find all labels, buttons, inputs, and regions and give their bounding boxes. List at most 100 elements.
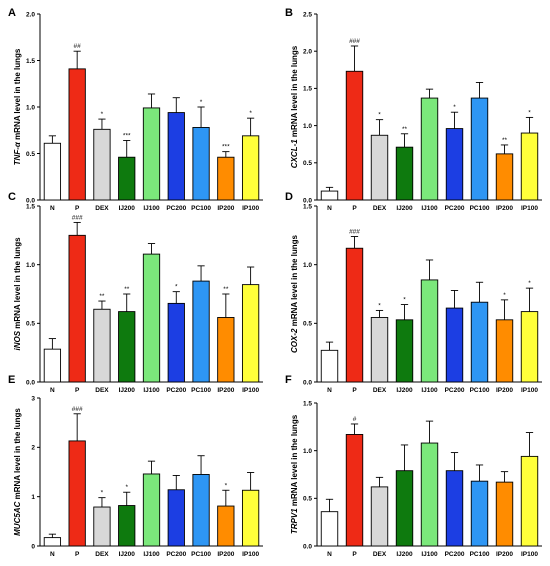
y-axis-label-gene: TNF-α <box>13 141 22 165</box>
bar-ip200 <box>218 506 234 546</box>
bar-p <box>69 235 85 382</box>
significance-label: ** <box>124 286 130 293</box>
bar-pc100 <box>193 281 209 382</box>
panel-letter: E <box>8 374 15 386</box>
x-tick-label: P <box>352 387 357 394</box>
bar-ip100 <box>242 490 258 546</box>
y-tick-label: 1.5 <box>303 400 312 407</box>
x-tick-label: IP100 <box>242 551 259 558</box>
chart-panel-a: A TNF-α mRNA level in the lungs 0.0 0.5 1.0 1… <box>8 7 263 212</box>
y-axis-label: TNF-α mRNA level in the lungs <box>13 48 22 165</box>
x-tick-label: IJ100 <box>143 205 160 212</box>
bar-n <box>321 350 338 382</box>
bar-pc200 <box>446 308 463 382</box>
bar-dex <box>94 129 110 200</box>
y-tick-label: 0.5 <box>303 160 312 167</box>
y-tick-label: 2.0 <box>26 11 35 18</box>
y-tick-label: 2.5 <box>303 11 312 18</box>
y-tick-label: 1.0 <box>303 123 312 130</box>
x-tick-label: N <box>50 387 55 394</box>
significance-label: ** <box>502 137 508 144</box>
y-axis-label-gene: CXCL-1 <box>290 139 299 168</box>
bar-ij100 <box>421 443 438 546</box>
x-tick-label: IJ200 <box>396 387 413 394</box>
bar-ip200 <box>218 317 234 382</box>
x-tick-label: PC200 <box>166 551 186 558</box>
x-tick-label: IP200 <box>496 205 513 212</box>
panel-letter: F <box>285 374 292 386</box>
bar-pc100 <box>193 474 209 546</box>
x-tick-label: N <box>327 205 332 212</box>
y-tick-label: 0 <box>31 543 35 550</box>
x-tick-label: IJ200 <box>119 387 136 394</box>
x-tick-label: IJ200 <box>119 551 136 558</box>
y-tick-label: 1.0 <box>26 104 35 111</box>
x-tick-label: PC100 <box>191 551 211 558</box>
y-tick-label: 0.5 <box>303 321 312 328</box>
bar-n <box>321 512 338 546</box>
x-tick-label: IP100 <box>521 551 538 558</box>
bar-p <box>69 441 85 546</box>
significance-label: *** <box>123 132 131 139</box>
x-tick-label: P <box>75 551 80 558</box>
chart-panel-d: DCOX-2 mRNA level in the lungs0.00.51.01… <box>285 191 542 394</box>
x-tick-label: N <box>327 387 332 394</box>
bar-n <box>44 538 60 546</box>
x-tick-label: PC200 <box>445 387 465 394</box>
y-axis-label-gene: COX-2 <box>290 328 299 353</box>
significance-label: ### <box>72 406 83 413</box>
y-tick-label: 1 <box>31 494 35 501</box>
significance-label: ** <box>99 293 105 300</box>
x-tick-label: IP100 <box>242 205 259 212</box>
x-tick-label: IP100 <box>521 387 538 394</box>
bar-ij200 <box>119 157 135 200</box>
significance-label: ### <box>72 214 83 221</box>
y-tick-label: 1.0 <box>26 262 35 269</box>
bar-pc100 <box>471 302 488 382</box>
bar-p <box>346 71 363 200</box>
significance-label: # <box>353 416 357 423</box>
x-tick-label: P <box>352 205 357 212</box>
significance-label: * <box>125 484 128 491</box>
x-tick-label: P <box>75 387 80 394</box>
bar-ij100 <box>421 280 438 382</box>
x-tick-label: PC100 <box>470 387 490 394</box>
bar-p <box>69 69 85 200</box>
x-tick-label: PC200 <box>445 551 465 558</box>
y-axis-label: TRPV1 mRNA level in the lungs <box>290 414 299 534</box>
bar-p <box>346 248 363 382</box>
bar-ij200 <box>396 320 413 382</box>
bar-ip200 <box>496 154 513 200</box>
bar-ip100 <box>521 456 538 546</box>
x-tick-label: PC200 <box>166 205 186 212</box>
significance-label: * <box>225 482 228 489</box>
significance-label: * <box>403 297 406 304</box>
x-tick-label: PC200 <box>445 205 465 212</box>
x-tick-label: N <box>50 551 55 558</box>
bar-dex <box>371 135 388 200</box>
y-tick-label: 1.5 <box>303 86 312 93</box>
x-tick-label: IP200 <box>496 551 513 558</box>
y-axis-label-gene: iNOS <box>13 330 22 350</box>
x-tick-label: DEX <box>95 205 109 212</box>
y-axis-label-text: mRNA level in the lungs <box>13 237 22 331</box>
significance-label: * <box>378 302 381 309</box>
x-tick-label: IP100 <box>521 205 538 212</box>
chart-panel-c: CiNOS mRNA level in the lungs0.00.51.01.… <box>8 191 263 394</box>
bar-pc200 <box>446 129 463 200</box>
chart-panel-f: F TRPV1 mRNA level in the lungs 0.0 0.5 1.0 1… <box>285 374 542 558</box>
y-axis-label-text: mRNA level in the lungs <box>290 234 299 328</box>
x-tick-label: N <box>327 551 332 558</box>
bar-ip100 <box>521 133 538 200</box>
y-axis-label-text: mRNA level in the lungs <box>290 414 299 508</box>
x-tick-label: IP200 <box>217 387 234 394</box>
x-tick-label: N <box>50 205 55 212</box>
y-tick-label: 0.0 <box>303 543 312 550</box>
bar-dex <box>94 507 110 546</box>
bar-ip100 <box>242 136 258 200</box>
x-tick-label: PC100 <box>470 551 490 558</box>
significance-label: * <box>175 284 178 291</box>
bar-p <box>346 434 363 546</box>
y-tick-label: 2 <box>31 445 35 452</box>
significance-label: ** <box>223 286 229 293</box>
